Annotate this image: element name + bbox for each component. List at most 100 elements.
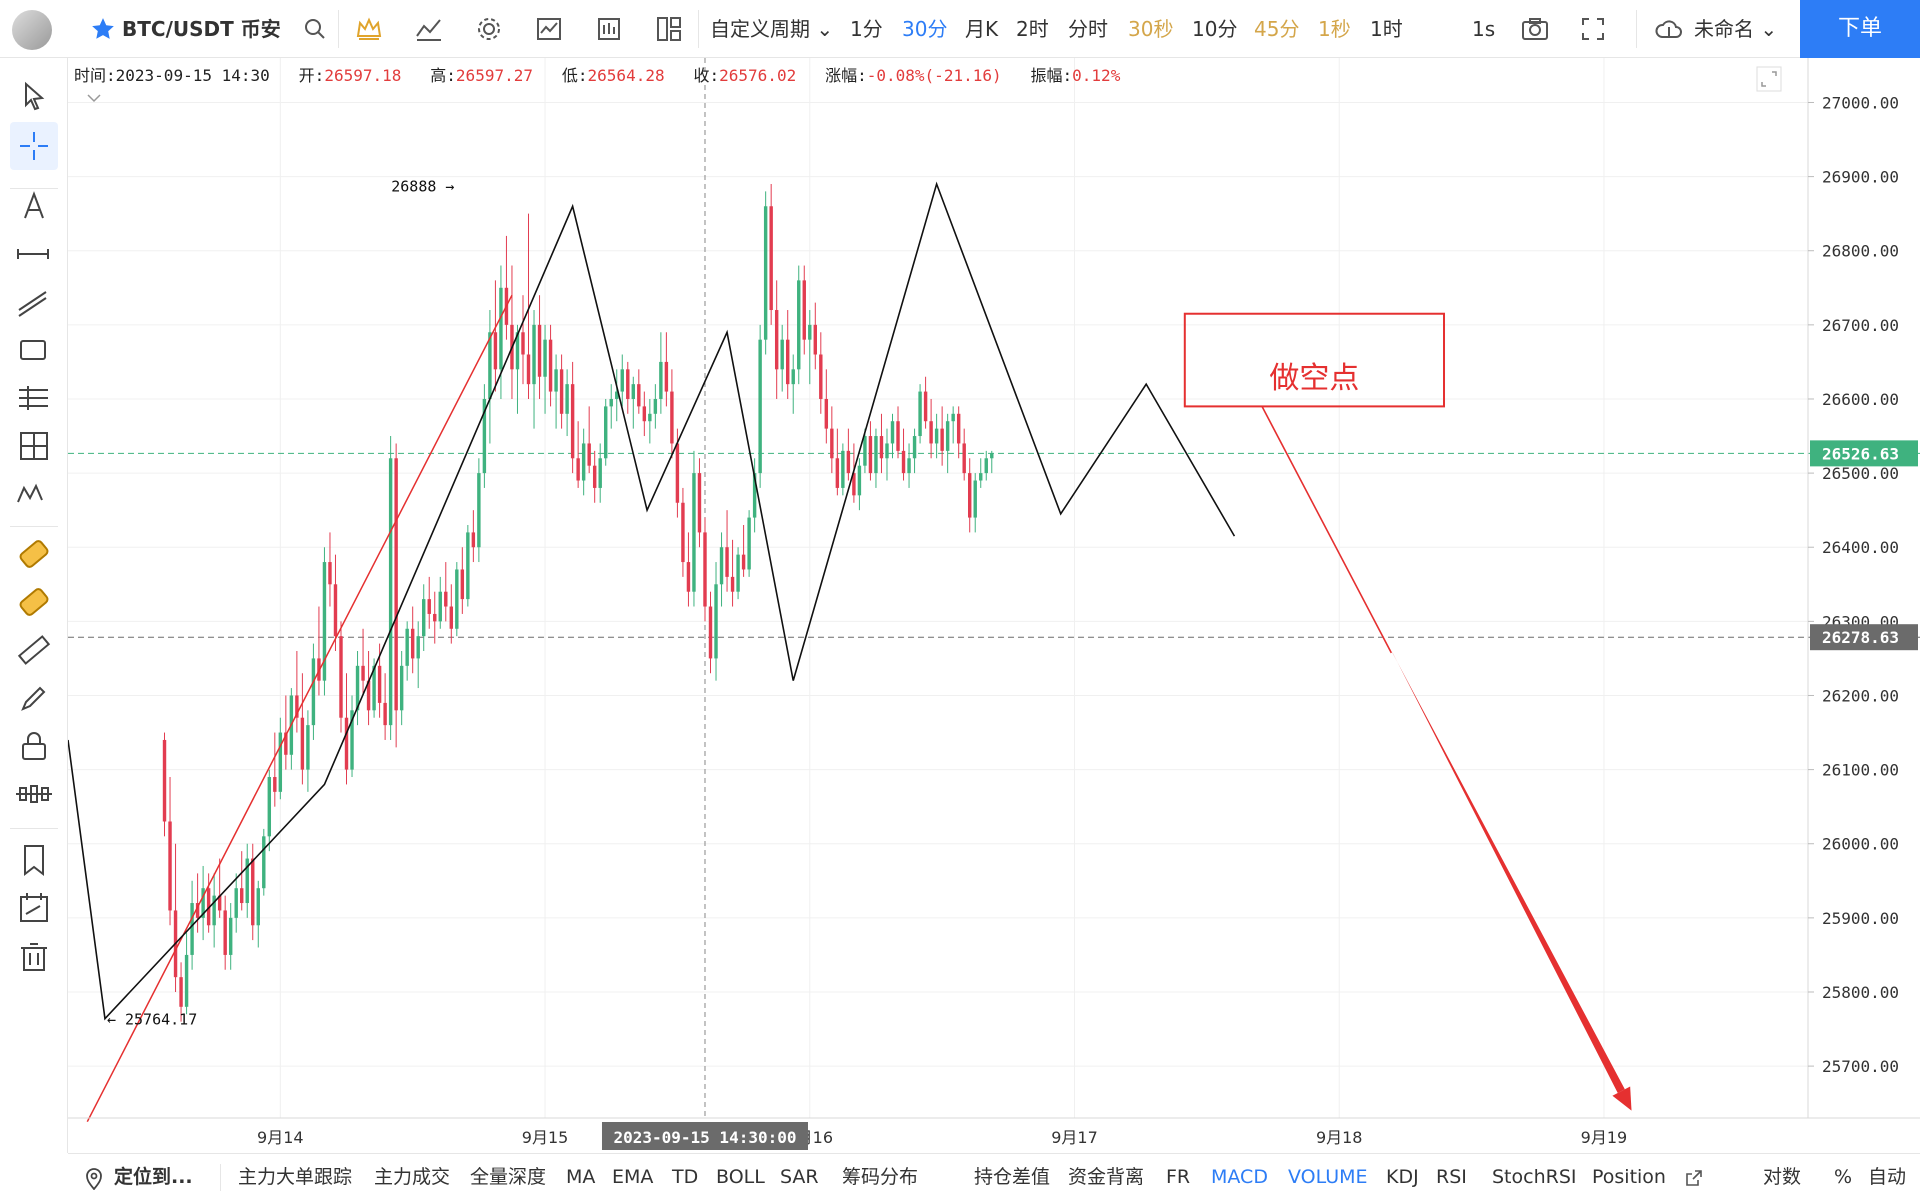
locate-button[interactable]: 定位到...	[114, 1166, 193, 1188]
indicator-主力大单跟踪[interactable]: 主力大单跟踪	[238, 1166, 353, 1188]
edit-calendar-icon[interactable]	[14, 888, 54, 928]
candle-body	[554, 369, 558, 392]
indicator-全量深度[interactable]: 全量深度	[470, 1166, 547, 1188]
indicator-ema[interactable]: EMA	[612, 1166, 654, 1188]
chevron-down-icon: ⌄	[810, 17, 834, 41]
candle-body	[333, 584, 338, 637]
period-6[interactable]: 10分	[1192, 17, 1238, 41]
percent-scale-toggle[interactable]: %	[1834, 1166, 1853, 1188]
settings-gear-icon[interactable]	[474, 14, 504, 44]
candle-body	[752, 473, 757, 518]
search-icon[interactable]	[300, 14, 330, 44]
trash-icon[interactable]	[14, 936, 54, 976]
wave-pattern-icon[interactable]	[14, 474, 54, 514]
trend-line-icon[interactable]	[14, 282, 54, 322]
auto-scale-toggle[interactable]: 自动	[1868, 1166, 1907, 1188]
fib-grid-icon[interactable]	[14, 426, 54, 466]
favorite-star-icon[interactable]	[90, 16, 116, 42]
layout-name-dropdown[interactable]: 未命名 ⌄	[1694, 17, 1778, 41]
candle-body	[515, 332, 520, 370]
indicator-资金背离[interactable]: 资金背离	[1068, 1166, 1145, 1188]
candle-body	[626, 369, 630, 399]
lock-icon[interactable]	[14, 726, 54, 766]
ruler-icon[interactable]	[14, 630, 54, 670]
candle-body	[841, 450, 845, 488]
pencil-icon[interactable]	[14, 678, 54, 718]
indicator-td[interactable]: TD	[672, 1166, 699, 1188]
candle-body	[874, 436, 878, 474]
collapse-chevron-icon[interactable]	[86, 92, 102, 104]
period-1[interactable]: 30分	[902, 17, 948, 41]
indicator-筹码分布[interactable]: 筹码分布	[842, 1166, 919, 1188]
y-tick-label: 26000.00	[1822, 835, 1899, 854]
log-scale-toggle[interactable]: 对数	[1763, 1166, 1802, 1188]
magnet-weak-icon[interactable]	[14, 582, 54, 622]
candle-body	[901, 450, 906, 474]
candle-body	[907, 458, 911, 474]
indicator-volume[interactable]: VOLUME	[1288, 1166, 1368, 1188]
y-tick-label: 26800.00	[1822, 242, 1899, 261]
indicator-kdj[interactable]: KDJ	[1386, 1166, 1419, 1188]
indicator-ma[interactable]: MA	[566, 1166, 596, 1188]
crosshair-icon[interactable]	[14, 126, 54, 166]
chevron-down-icon: ⌄	[1754, 17, 1778, 41]
parallel-channel-icon[interactable]	[14, 378, 54, 418]
candle-body	[940, 428, 944, 451]
period-3[interactable]: 2时	[1016, 17, 1049, 41]
crown-icon[interactable]	[354, 14, 384, 44]
candle-visibility-icon[interactable]	[14, 774, 54, 814]
crosshair-tool-active[interactable]	[10, 122, 58, 170]
layout-icon[interactable]	[654, 14, 684, 44]
candle-body	[879, 436, 884, 459]
period-0[interactable]: 1分	[850, 17, 883, 41]
cloud-icon[interactable]	[1654, 14, 1684, 44]
short-point-box	[1183, 312, 1446, 408]
period-7[interactable]: 45分	[1254, 17, 1300, 41]
period-8[interactable]: 1秒	[1318, 17, 1351, 41]
period-9[interactable]: 1时	[1370, 17, 1403, 41]
interval-label[interactable]: 1s	[1472, 17, 1496, 41]
horizontal-line-icon[interactable]	[14, 234, 54, 274]
period-2[interactable]: 月K	[965, 17, 999, 41]
indicator-stochrsi[interactable]: StochRSI	[1492, 1166, 1577, 1188]
candle-body	[835, 458, 840, 488]
indicator-macd[interactable]: MACD	[1211, 1166, 1268, 1188]
magnet-strong-icon[interactable]	[14, 534, 54, 574]
indicator-boll[interactable]: BOLL	[716, 1166, 765, 1188]
rectangle-icon[interactable]	[14, 330, 54, 370]
indicator-sar[interactable]: SAR	[780, 1166, 819, 1188]
indicator-主力成交[interactable]: 主力成交	[374, 1166, 451, 1188]
cursor-arrow-icon[interactable]	[14, 76, 54, 116]
close-value: 26576.02	[719, 66, 797, 85]
candle-body	[653, 398, 658, 414]
template-icon[interactable]	[594, 14, 624, 44]
candle-body	[377, 665, 382, 703]
candle-body	[692, 473, 696, 592]
custom-period-dropdown[interactable]: 自定义周期 ⌄	[710, 17, 834, 41]
candle-body	[648, 413, 652, 422]
place-order-button[interactable]: 下单	[1800, 0, 1920, 58]
candle-body	[714, 584, 718, 659]
indicator-fr[interactable]: FR	[1166, 1166, 1191, 1188]
camera-icon[interactable]	[1520, 14, 1550, 44]
period-5[interactable]: 30秒	[1128, 17, 1174, 41]
compare-icon[interactable]	[534, 14, 564, 44]
symbol-title[interactable]: BTC/USDT 币安	[122, 17, 281, 41]
maximize-pane-icon[interactable]	[1756, 66, 1782, 92]
candle-body	[162, 739, 167, 822]
indicator-position[interactable]: Position	[1592, 1166, 1666, 1188]
indicator-rsi[interactable]: RSI	[1436, 1166, 1467, 1188]
x-tick-label: 9月17	[1051, 1128, 1098, 1147]
price-chart[interactable]: ← 25764.17 26888 → 做空点 25700.00 25800.00 259…	[68, 58, 1920, 1153]
candle-body	[802, 280, 806, 340]
high-label: 高:	[430, 66, 456, 85]
candle-body	[455, 569, 459, 629]
bookmark-icon[interactable]	[14, 840, 54, 880]
external-link-icon[interactable]	[1684, 1168, 1704, 1188]
fullscreen-icon[interactable]	[1578, 14, 1608, 44]
text-tool-icon[interactable]	[14, 186, 54, 226]
indicator-持仓差值[interactable]: 持仓差值	[974, 1166, 1051, 1188]
period-4[interactable]: 分时	[1068, 17, 1108, 41]
indicator-chart-icon[interactable]	[414, 14, 444, 44]
candle-body	[438, 591, 442, 622]
